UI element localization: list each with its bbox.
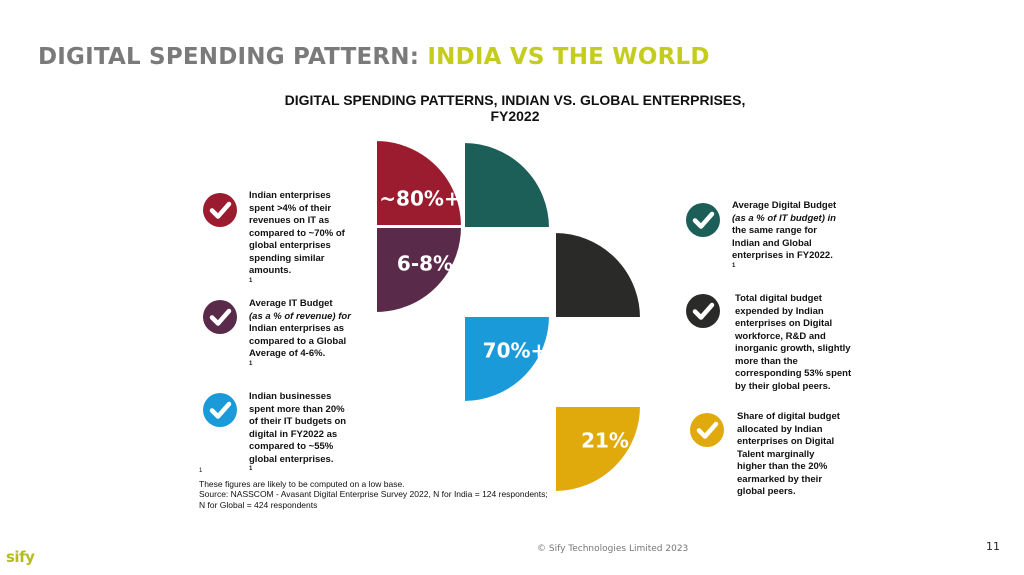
- right-note-1: Average Digital Budget (as a % of IT bud…: [732, 200, 836, 275]
- note-line: enterprises on Digital: [735, 318, 833, 329]
- note-line: compared to ~55%: [249, 441, 334, 452]
- note-line: spending similar: [249, 252, 325, 264]
- note-line: Share of digital budget: [737, 411, 840, 422]
- note-line: by their global peers.: [735, 380, 831, 392]
- note-line: (as a % of IT budget) in: [732, 212, 836, 224]
- note-line: Indian enterprises as: [249, 323, 345, 334]
- footnote: 1 These figures are likely to be computed…: [199, 468, 548, 510]
- quarter-label: ~56%: [566, 358, 631, 382]
- quarter-segment: [375, 226, 464, 315]
- note-line: compared to a Global: [249, 335, 347, 347]
- left-note-2: Average IT Budget (as a % of revenue) fo…: [249, 298, 351, 373]
- quarter-label: 20-30%: [464, 277, 548, 301]
- slide-title-part2: INDIA VS THE WORLD: [427, 44, 710, 70]
- left-note-1: Indian enterprises spent >4% of their re…: [249, 190, 345, 290]
- quarter-label: 70%+: [483, 339, 548, 363]
- check-icon: [203, 193, 237, 227]
- check-icon: [686, 294, 720, 328]
- quarter-segment: [463, 315, 552, 404]
- note-line: amounts.: [249, 265, 292, 276]
- note-line: Average IT Budget: [249, 298, 333, 309]
- note-line: global enterprises.: [249, 453, 334, 465]
- quarter-label: 21%: [581, 429, 629, 453]
- note-line: allocated by Indian: [737, 423, 823, 435]
- note-line: of their IT budgets on: [249, 416, 347, 427]
- note-line: enterprises on Digital: [737, 436, 835, 447]
- note-line: the same range for: [732, 225, 817, 236]
- note-line: enterprises in FY2022.: [732, 250, 833, 261]
- page-number: 11: [986, 540, 1000, 553]
- note-line: expended by Indian: [735, 305, 824, 317]
- source-line: Source: NASSCOM - Avasant Digital Enterp…: [199, 489, 548, 499]
- footnote-ref: 1: [249, 360, 253, 367]
- quarter-segment: [554, 405, 643, 494]
- note-line: Talent marginally: [737, 448, 815, 460]
- note-line: Indian enterprises: [249, 190, 331, 201]
- footnote-ref: 1: [249, 277, 253, 284]
- figure-title-line2: FY2022: [490, 108, 540, 124]
- note-line: global enterprises: [249, 240, 331, 251]
- note-line: digital in FY2022 as: [249, 428, 338, 440]
- sify-logo: sify: [6, 548, 35, 566]
- quarter-segment: [463, 140, 552, 229]
- left-note-3: Indian businesses spent more than 20% of…: [249, 391, 346, 479]
- slide-title: DIGITAL SPENDING PATTERN: INDIA VS THE W…: [38, 44, 710, 70]
- note-line: more than the: [735, 355, 798, 367]
- note-line: revenues on IT as: [249, 215, 330, 226]
- footnote-mark: 1: [199, 468, 203, 475]
- note-line: Total digital budget: [735, 293, 822, 304]
- footnote-ref: 1: [732, 262, 736, 269]
- note-line: earmarked by their: [737, 473, 823, 485]
- check-icon: [203, 300, 237, 334]
- note-line: global peers.: [737, 486, 796, 497]
- note-line: spent >4% of their: [249, 202, 332, 214]
- source-line: N for Global = 424 respondents: [199, 499, 318, 510]
- note-line: Average Digital Budget: [732, 200, 837, 211]
- note-line: workforce, R&D and: [735, 330, 826, 342]
- right-note-3: Share of digital budget allocated by Ind…: [737, 411, 840, 499]
- note-line: higher than the 20%: [737, 461, 828, 472]
- figure-title-line1: DIGITAL SPENDING PATTERNS, INDIAN VS. GL…: [284, 92, 746, 108]
- note-line: compared to ~70% of: [249, 227, 345, 239]
- check-icon: [203, 393, 237, 427]
- note-line: Average of 4-6%.: [249, 348, 326, 359]
- note-line: (as a % of revenue) for: [249, 310, 351, 322]
- note-line: Indian businesses: [249, 391, 332, 402]
- note-line: corresponding 53% spent: [735, 368, 852, 379]
- figure-title: DIGITAL SPENDING PATTERNS, INDIAN VS. GL…: [280, 92, 750, 124]
- right-note-2: Total digital budget expended by Indian …: [735, 293, 851, 393]
- note-line: inorganic growth, slightly: [735, 343, 851, 354]
- quarter-label: ~80%+: [379, 187, 460, 211]
- quarter-segment: [375, 138, 464, 227]
- quarter-segment: [554, 230, 643, 319]
- quarter-label: 6-8%: [397, 252, 453, 276]
- slide-title-part1: DIGITAL SPENDING PATTERN:: [38, 44, 428, 70]
- footnote-ref: 1: [249, 465, 253, 472]
- note-line: spent more than 20%: [249, 403, 345, 415]
- footnote-text: These figures are likely to be computed …: [199, 478, 405, 489]
- copyright: © Sify Technologies Limited 2023: [537, 544, 689, 554]
- check-icon: [690, 413, 724, 447]
- note-line: Indian and Global: [732, 237, 812, 249]
- check-icon: [686, 203, 720, 237]
